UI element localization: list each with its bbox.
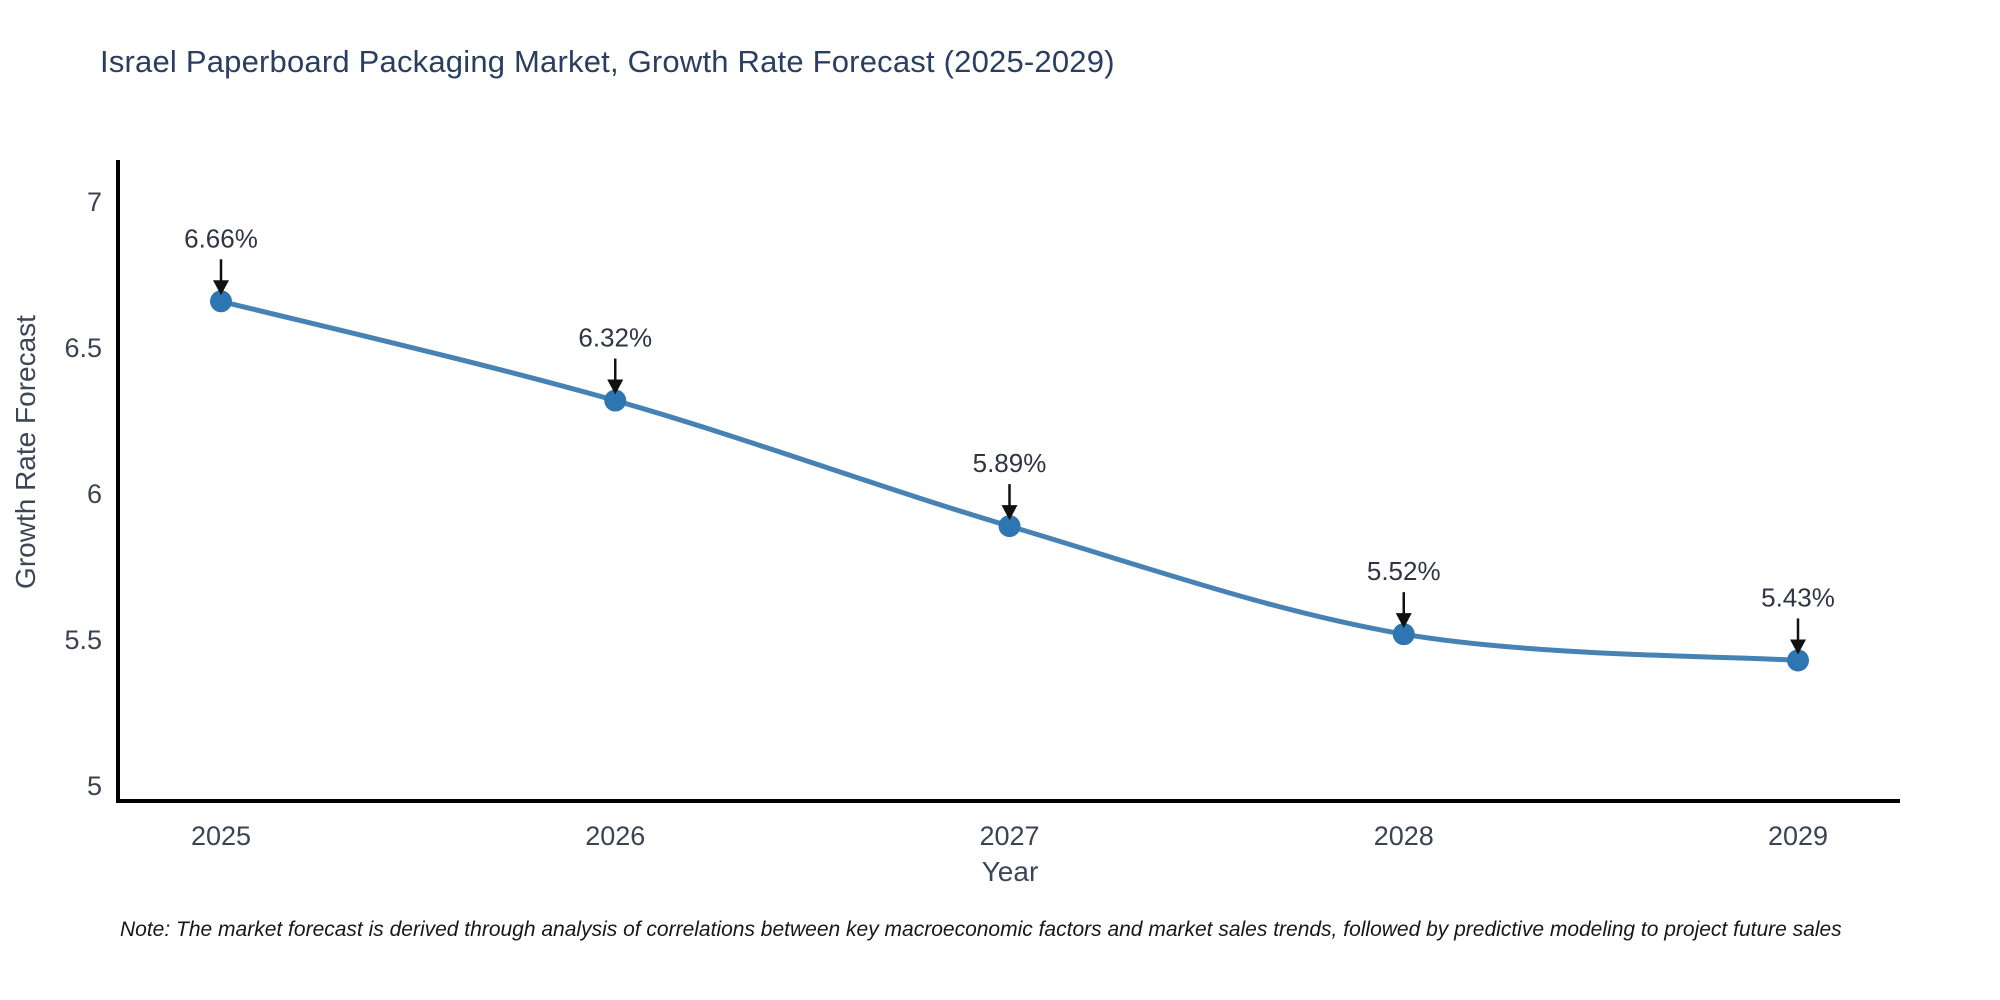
point-label: 6.32% <box>578 323 652 353</box>
point-annotation: 5.43% <box>1761 582 1835 655</box>
data-point <box>1787 649 1809 672</box>
point-label: 5.89% <box>973 448 1047 478</box>
point-label: 6.66% <box>184 223 258 253</box>
point-label: 5.43% <box>1761 582 1835 612</box>
point-annotation: 5.89% <box>973 448 1047 521</box>
y-tick-label: 6 <box>87 479 102 509</box>
x-axis-title: Year <box>981 856 1039 887</box>
point-annotation: 5.52% <box>1367 556 1441 629</box>
data-point <box>210 290 232 313</box>
y-tick-label: 6.5 <box>64 333 102 363</box>
chart-title: Israel Paperboard Packaging Market, Grow… <box>100 44 1115 79</box>
annotation-arrowhead <box>1395 613 1412 629</box>
data-point <box>604 389 627 412</box>
point-annotation: 6.32% <box>578 323 652 395</box>
footnote-text: Note: The market forecast is derived thr… <box>120 918 1842 941</box>
data-point <box>998 515 1021 538</box>
y-tick-label: 7 <box>87 187 102 217</box>
series-line <box>218 298 1801 663</box>
x-tick-label: 2028 <box>1374 821 1434 851</box>
x-tick-label: 2026 <box>585 821 645 851</box>
x-tick-label: 2025 <box>191 821 251 851</box>
point-annotation: 6.66% <box>184 223 258 296</box>
x-tick-label: 2027 <box>979 821 1039 851</box>
annotation-arrowhead <box>213 280 229 296</box>
annotation-arrowhead <box>1001 505 1018 521</box>
y-tick-label: 5.5 <box>64 625 102 655</box>
annotation-arrowhead <box>1790 639 1806 655</box>
x-tick-label: 2029 <box>1768 821 1828 851</box>
data-point <box>1392 623 1415 646</box>
point-label: 5.52% <box>1367 556 1441 586</box>
annotation-arrowhead <box>607 379 624 395</box>
y-tick-label: 5 <box>87 771 102 801</box>
